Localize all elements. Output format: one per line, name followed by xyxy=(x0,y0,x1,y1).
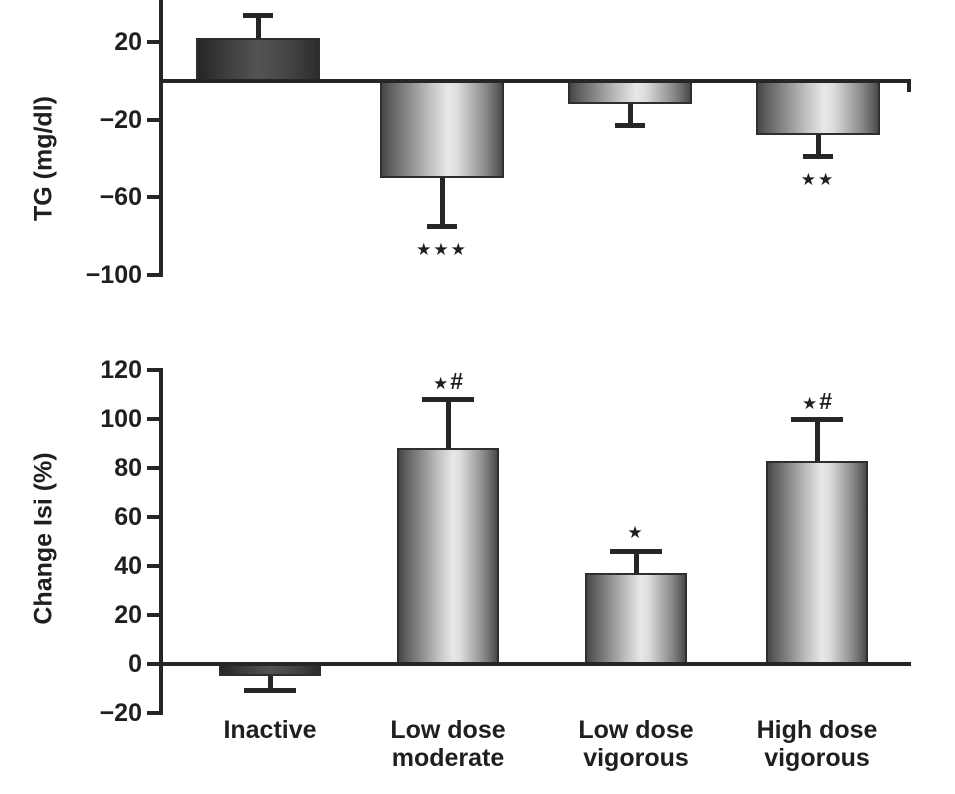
error-bar-stem-inactive xyxy=(256,15,261,39)
y-tick-0 xyxy=(147,662,159,666)
bar-low-dose-moderate xyxy=(397,448,499,664)
error-bar-cap-low-dose-moderate xyxy=(427,224,457,229)
error-bar-stem-high-dose-vigorous xyxy=(815,419,820,461)
top-panel-y-axis-title: TG (mg/dl) xyxy=(29,96,58,221)
y-axis xyxy=(159,368,163,715)
hash-marker: # xyxy=(450,368,464,395)
y-tick-label-−20: −20 xyxy=(99,699,142,727)
error-bar-stem-inactive xyxy=(268,676,273,691)
bar-low-dose-vigorous xyxy=(568,81,692,105)
significance-low-dose-moderate: ★# xyxy=(388,369,508,396)
x-axis-label-low-dose-moderate: Low dose moderate xyxy=(353,716,543,772)
star-marker: ★ xyxy=(627,523,645,544)
y-tick-20 xyxy=(147,40,159,45)
error-bar-cap-high-dose-vigorous xyxy=(803,154,833,160)
y-tick-label-20: 20 xyxy=(114,601,142,629)
error-bar-stem-low-dose-moderate xyxy=(446,399,451,449)
y-tick-60 xyxy=(147,515,159,519)
y-tick-label-0: 0 xyxy=(128,650,142,678)
error-bar-cap-low-dose-moderate xyxy=(422,396,474,402)
y-tick-−20 xyxy=(147,711,159,715)
error-bar-stem-low-dose-moderate xyxy=(440,178,445,227)
y-axis xyxy=(159,0,163,277)
significance-low-dose-moderate: ★★★ xyxy=(382,238,502,262)
y-tick-−60 xyxy=(147,195,159,200)
axis-end-tick xyxy=(907,79,911,92)
x-axis-label-high-dose-vigorous: High dose vigorous xyxy=(722,716,912,772)
x-axis-label-line: Low dose xyxy=(390,716,506,744)
y-tick-label-−20: −20 xyxy=(99,105,142,134)
x-axis-label-line: High dose xyxy=(756,716,878,744)
star-marker: ★ xyxy=(416,239,434,260)
x-baseline xyxy=(159,79,911,83)
y-tick-label-80: 80 xyxy=(114,454,142,482)
error-bar-cap-high-dose-vigorous xyxy=(791,416,843,422)
y-tick-label-100: 100 xyxy=(100,405,142,433)
y-tick-label-120: 120 xyxy=(100,356,142,384)
x-axis-label-line: moderate xyxy=(391,744,505,772)
star-marker: ★ xyxy=(818,169,836,190)
x-baseline xyxy=(159,662,911,666)
error-bar-cap-inactive xyxy=(244,688,296,694)
error-bar-cap-inactive xyxy=(243,12,273,18)
x-axis-label-line: Low dose xyxy=(578,716,694,744)
y-tick-100 xyxy=(147,417,159,421)
star-marker: ★ xyxy=(432,374,451,395)
star-marker: ★ xyxy=(800,169,818,190)
significance-low-dose-vigorous: ★ xyxy=(576,521,696,545)
significance-high-dose-vigorous: ★# xyxy=(757,389,877,416)
y-tick-label-−100: −100 xyxy=(85,261,142,289)
y-tick-label-−60: −60 xyxy=(99,183,142,212)
x-axis-label-line: Inactive xyxy=(223,716,317,744)
y-tick-label-40: 40 xyxy=(114,552,142,580)
bar-low-dose-moderate xyxy=(380,81,504,178)
bar-high-dose-vigorous xyxy=(756,81,880,136)
x-axis-label-line: vigorous xyxy=(583,744,689,772)
x-axis-label-low-dose-vigorous: Low dose vigorous xyxy=(541,716,731,772)
y-tick-20 xyxy=(147,613,159,617)
star-marker: ★ xyxy=(450,239,468,260)
y-tick-−20 xyxy=(147,117,159,122)
bar-high-dose-vigorous xyxy=(766,460,868,664)
error-bar-cap-low-dose-vigorous xyxy=(610,548,662,554)
y-tick-−100 xyxy=(147,273,159,277)
x-axis-label-inactive: Inactive xyxy=(175,716,365,744)
bottom-panel-y-axis-title: Change Isi (%) xyxy=(29,452,58,625)
x-axis-label-line: vigorous xyxy=(764,744,870,772)
y-tick-120 xyxy=(147,368,159,372)
star-marker: ★ xyxy=(433,239,451,260)
error-bar-stem-high-dose-vigorous xyxy=(816,135,821,157)
bar-inactive xyxy=(196,38,320,81)
error-bar-stem-low-dose-vigorous xyxy=(634,551,639,574)
y-tick-label-20: 20 xyxy=(114,28,142,57)
error-bar-stem-low-dose-vigorous xyxy=(628,104,633,126)
star-marker: ★ xyxy=(801,394,820,414)
error-bar-cap-low-dose-vigorous xyxy=(615,123,645,129)
bar-low-dose-vigorous xyxy=(585,573,687,664)
y-tick-40 xyxy=(147,564,159,568)
hash-marker: # xyxy=(819,388,833,414)
y-tick-label-60: 60 xyxy=(114,503,142,531)
y-tick-80 xyxy=(147,466,159,470)
significance-high-dose-vigorous: ★★ xyxy=(758,168,878,192)
